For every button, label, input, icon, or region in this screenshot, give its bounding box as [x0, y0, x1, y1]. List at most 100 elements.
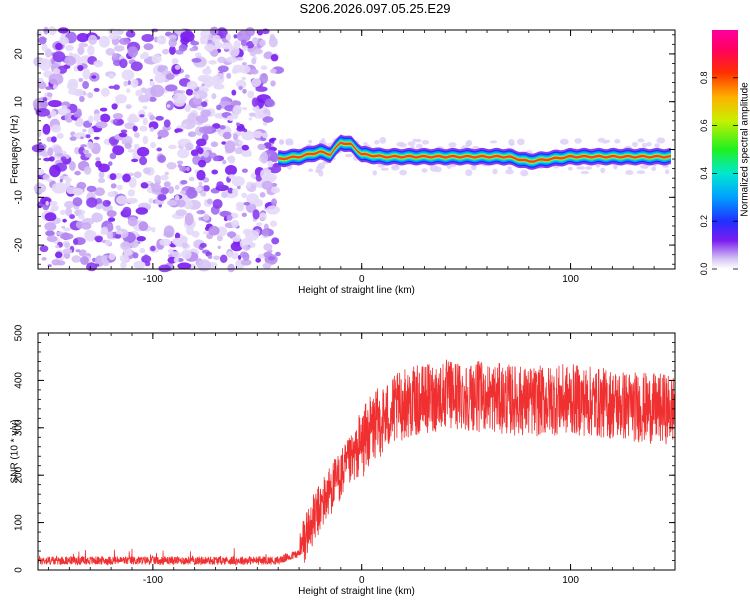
noise-speckle [138, 221, 149, 232]
noise-speckle [149, 114, 155, 121]
ridge-halo-speckle [421, 139, 430, 145]
noise-speckle [191, 58, 202, 63]
noise-speckle [135, 89, 143, 97]
noise-speckle [97, 177, 106, 184]
y-tick-label: 0 [14, 146, 25, 152]
noise-speckle [230, 241, 243, 252]
noise-speckle [162, 48, 170, 55]
noise-speckle [262, 116, 274, 123]
noise-speckle [99, 113, 111, 123]
noise-speckle [238, 85, 243, 91]
colorbar-tick-label: 0.8 [699, 72, 709, 85]
noise-speckle [183, 123, 188, 128]
noise-speckle [80, 256, 89, 265]
ridge-halo-speckle [597, 137, 606, 143]
noise-speckle [233, 133, 239, 141]
noise-speckle [127, 148, 135, 153]
ridge-halo-speckle [574, 138, 582, 144]
noise-speckle [242, 88, 247, 94]
noise-speckle [60, 156, 67, 162]
noise-speckle [257, 143, 266, 151]
ridge-halo-speckle [321, 137, 326, 145]
noise-speckle [105, 48, 115, 56]
ridge-halo-speckle [632, 141, 638, 147]
noise-speckle [118, 132, 128, 138]
noise-speckle [50, 110, 57, 118]
noise-speckle [163, 225, 175, 238]
colorbar-ticks: 0.0 0.2 0.4 0.6 0.8 [699, 72, 738, 275]
noise-speckle [120, 241, 131, 251]
noise-speckle [75, 220, 84, 229]
noise-speckle [95, 121, 108, 129]
noise-speckle [82, 81, 89, 89]
noise-speckle [73, 238, 79, 245]
noise-speckle [219, 125, 226, 130]
noise-speckle [189, 47, 196, 52]
noise-speckle [49, 164, 61, 178]
ridge-halo-speckle [416, 138, 422, 143]
noise-speckle [150, 245, 156, 252]
noise-speckle [55, 42, 63, 51]
noise-speckle [63, 175, 70, 181]
noise-speckle [119, 37, 130, 45]
noise-speckle [198, 181, 203, 186]
noise-speckle [93, 87, 100, 92]
noise-speckle [142, 105, 148, 110]
noise-speckle [127, 189, 136, 197]
noise-speckle [236, 122, 240, 126]
noise-speckle [200, 77, 209, 83]
noise-speckle [260, 169, 268, 180]
noise-speckle [237, 255, 242, 260]
top-x-axis-label: Height of straight line (km) [298, 285, 415, 296]
noise-speckle [249, 242, 256, 248]
noise-speckle [174, 232, 181, 240]
ridge-halo-speckle [508, 138, 515, 146]
noise-speckle [41, 151, 49, 158]
ridge-halo-speckle [576, 166, 586, 170]
noise-speckle [82, 68, 91, 80]
noise-speckle [64, 242, 70, 249]
noise-speckle [85, 152, 92, 158]
ridge-halo-speckle [567, 166, 573, 171]
noise-speckle [139, 247, 146, 254]
noise-speckle [191, 230, 200, 238]
noise-speckle [86, 197, 98, 208]
noise-speckle [197, 159, 207, 168]
noise-speckle [122, 173, 131, 183]
noise-speckle [88, 115, 94, 123]
noise-speckle [53, 145, 63, 154]
noise-speckle [267, 256, 276, 261]
noise-speckle [136, 146, 150, 157]
noise-speckle [124, 122, 136, 130]
noise-speckle [94, 235, 103, 242]
noise-speckle [136, 236, 146, 242]
noise-speckle [120, 129, 128, 134]
noise-speckle [86, 185, 97, 193]
noise-speckle [119, 58, 128, 69]
noise-speckle [99, 107, 108, 112]
ridge-halo-speckle [372, 170, 377, 176]
noise-speckle [47, 147, 54, 157]
noise-speckle [241, 192, 248, 198]
noise-speckle [263, 251, 273, 258]
noise-speckle [148, 96, 157, 102]
noise-speckle [116, 195, 128, 205]
noise-speckle [241, 62, 247, 66]
noise-speckle [222, 131, 232, 140]
noise-speckle [254, 199, 263, 207]
noise-speckle [180, 190, 186, 195]
noise-speckle [95, 157, 101, 161]
noise-speckle [69, 214, 75, 220]
noise-speckle [266, 205, 280, 215]
noise-speckle [142, 51, 149, 59]
noise-speckle [73, 132, 88, 140]
ridge-halo-speckle [448, 142, 457, 148]
noise-speckle [183, 199, 193, 210]
noise-speckle [167, 248, 174, 254]
snr-series-line [37, 359, 676, 566]
noise-speckle [246, 181, 251, 189]
noise-speckle [139, 156, 148, 166]
noise-speckle [76, 117, 84, 127]
noise-speckle [138, 94, 151, 103]
